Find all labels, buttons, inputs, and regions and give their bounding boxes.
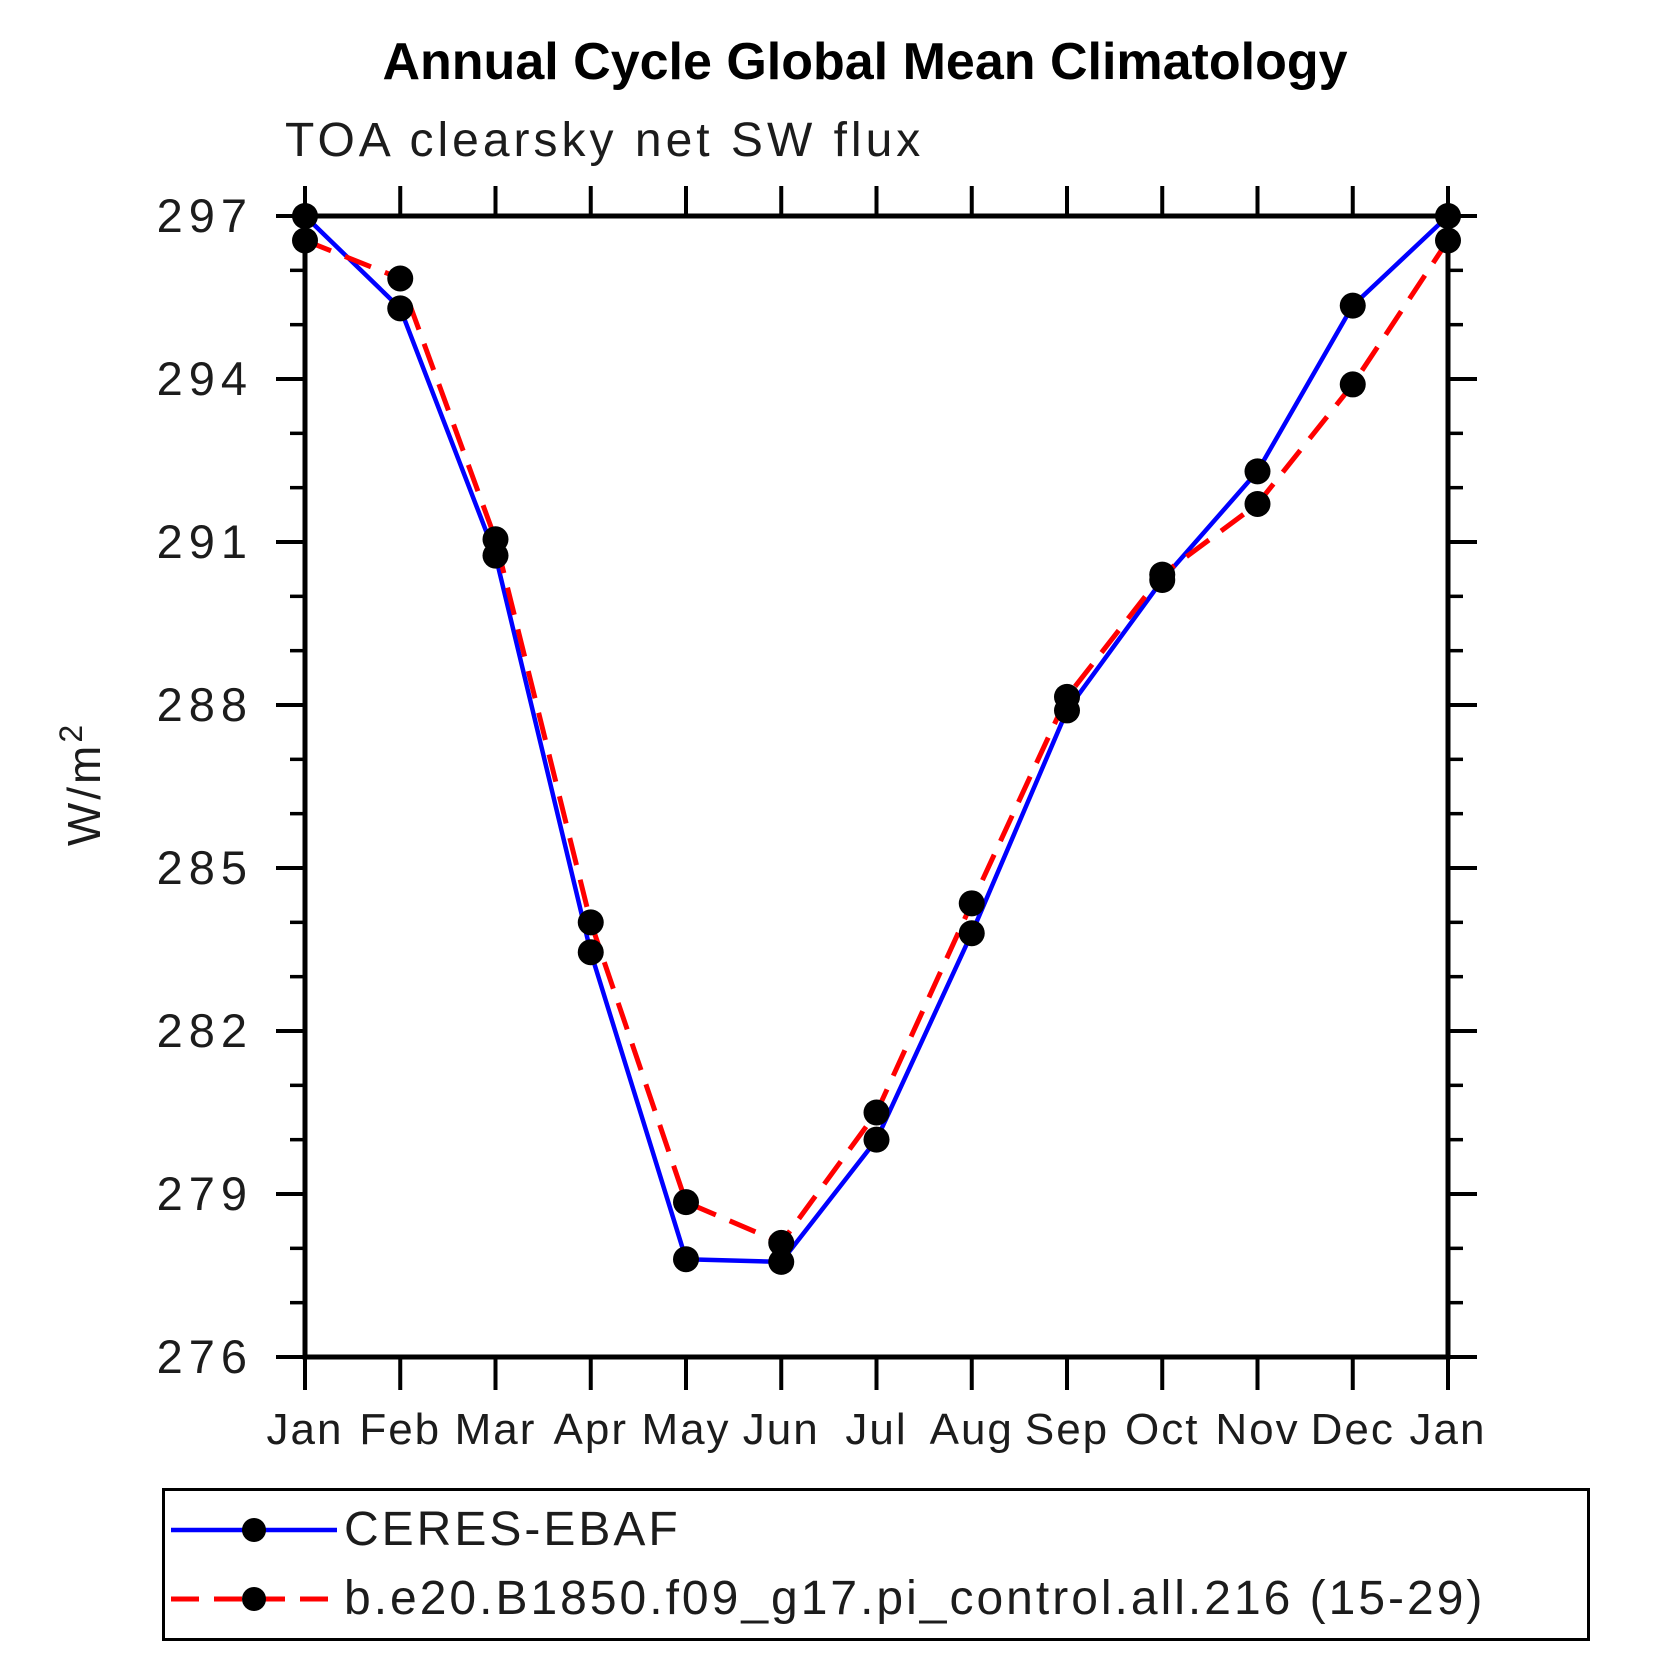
y-axis-tick-label: 294 xyxy=(157,352,253,405)
y-axis-tick-label: 288 xyxy=(157,678,253,731)
x-axis-tick-label: Jan xyxy=(267,1405,344,1454)
legend-label-observation: CERES-EBAF xyxy=(344,1502,681,1556)
x-axis-tick-label: Nov xyxy=(1215,1405,1299,1454)
series-marker-1 xyxy=(863,1099,890,1126)
y-axis-tick-label: 282 xyxy=(157,1004,253,1057)
series-marker-1 xyxy=(768,1229,795,1256)
x-axis-tick-label: Oct xyxy=(1125,1405,1199,1454)
legend-swatch-solid-line xyxy=(171,1517,337,1542)
plot-box-border xyxy=(302,213,1451,1360)
x-axis-tick-label: Aug xyxy=(930,1405,1014,1454)
series-marker-0 xyxy=(863,1126,890,1153)
legend-box: CERES-EBAF b.e20.B1850.f09_g17.pi_contro… xyxy=(162,1488,1590,1641)
y-axis-tick-label: 279 xyxy=(157,1167,253,1220)
x-axis-tick-label: Jan xyxy=(1410,1405,1487,1454)
x-axis-tick-label: Jun xyxy=(743,1405,820,1454)
legend-marker-sample xyxy=(242,1587,266,1612)
series-marker-1 xyxy=(1435,227,1461,254)
legend-swatch-dashed-line xyxy=(171,1587,337,1612)
series-marker-0 xyxy=(1244,458,1271,485)
series-marker-0 xyxy=(673,1246,699,1273)
legend-label-model: b.e20.B1850.f09_g17.pi_control.all.216 (… xyxy=(344,1572,1486,1626)
series-marker-1 xyxy=(577,909,604,936)
series-marker-1 xyxy=(1339,371,1366,398)
series-marker-0 xyxy=(1339,292,1366,319)
chart-title: Annual Cycle Global Mean Climatology xyxy=(382,33,1348,91)
series-marker-1 xyxy=(1244,490,1271,517)
x-axis-tick-label: Dec xyxy=(1311,1405,1395,1454)
series-marker-0 xyxy=(387,295,414,322)
legend-entry-model: b.e20.B1850.f09_g17.pi_control.all.216 (… xyxy=(165,1568,1587,1630)
x-axis-tick-label: Mar xyxy=(455,1405,537,1454)
x-axis-tick-label: Feb xyxy=(359,1405,441,1454)
y-axis-tick-label: 285 xyxy=(157,841,253,894)
series-marker-1 xyxy=(1149,561,1176,588)
series-marker-1 xyxy=(673,1189,699,1216)
series-marker-1 xyxy=(482,526,509,553)
y-axis-label: W/m2 xyxy=(53,722,110,846)
series-marker-0 xyxy=(768,1248,795,1275)
series-marker-0 xyxy=(1435,203,1461,229)
series-marker-1 xyxy=(292,227,318,254)
series-marker-1 xyxy=(1054,683,1080,710)
series-marker-0 xyxy=(292,203,318,229)
legend-entry-observation: CERES-EBAF xyxy=(165,1499,1587,1561)
y-axis-tick-label: 291 xyxy=(157,515,253,568)
y-axis-tick-label: 297 xyxy=(157,189,253,242)
x-axis-tick-label: May xyxy=(641,1405,730,1454)
series-marker-0 xyxy=(958,920,985,947)
series-marker-0 xyxy=(577,939,604,966)
x-axis-tick-label: Sep xyxy=(1025,1405,1109,1454)
series-marker-1 xyxy=(958,890,985,917)
y-axis-tick-label: 276 xyxy=(157,1330,253,1383)
legend-marker-sample xyxy=(242,1517,266,1542)
x-axis-tick-label: Jul xyxy=(845,1405,907,1454)
series-line-1 xyxy=(304,238,1451,1246)
chart-subtitle: TOA clearsky net SW flux xyxy=(285,114,925,167)
series-marker-1 xyxy=(387,265,414,292)
x-axis-tick-label: Apr xyxy=(554,1405,628,1454)
